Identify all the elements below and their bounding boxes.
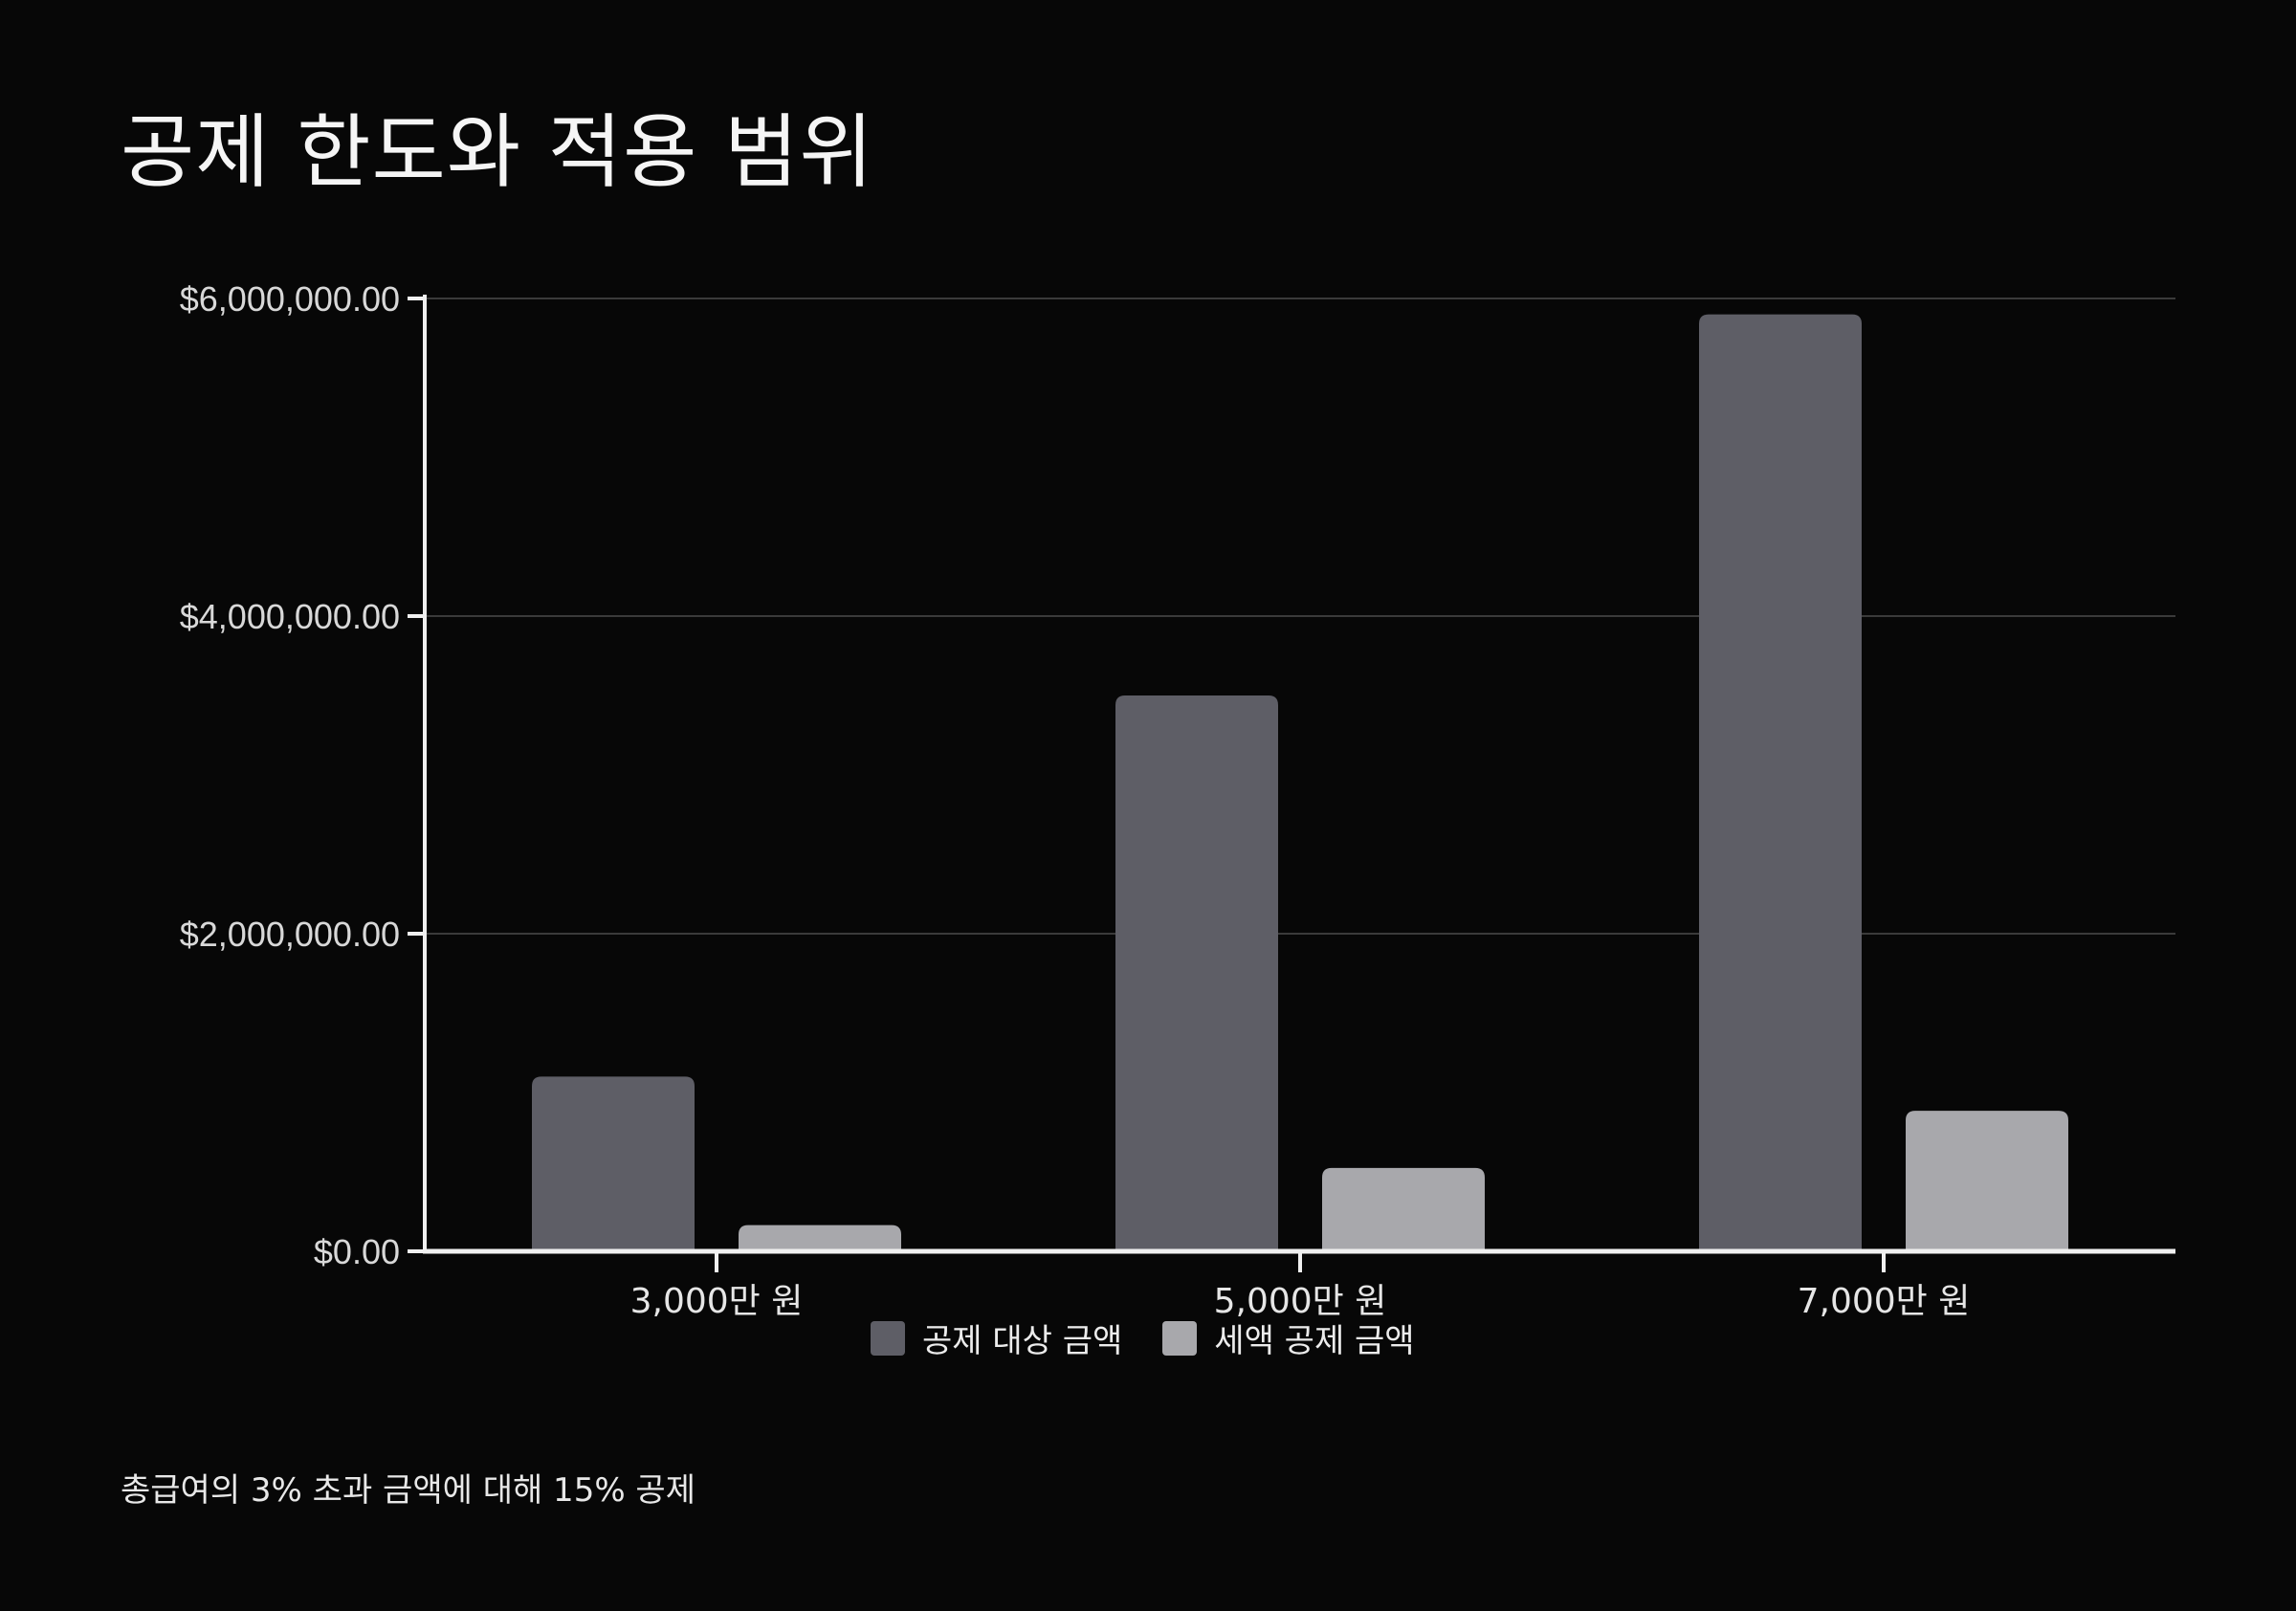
footnote: 총급여의 3% 초과 금액에 대해 15% 공제 — [121, 1471, 695, 1510]
legend-swatch-series-2 — [1162, 1320, 1198, 1356]
bar-series-1-3 — [1699, 314, 1862, 1252]
ytick-label-2: $4,000,000.00 — [180, 597, 400, 636]
legend-label-series-1: 공제 대상 금액 — [922, 1322, 1123, 1360]
legend-swatch-series-1 — [871, 1320, 905, 1356]
bar-series-2-2 — [1322, 1167, 1485, 1251]
axes — [408, 295, 2175, 1272]
bar-series-1-1 — [532, 1076, 695, 1251]
ytick-label-3: $6,000,000.00 — [180, 279, 400, 319]
bar-series-2-1 — [739, 1225, 901, 1251]
bar-series-1-2 — [1115, 695, 1278, 1251]
legend-label-series-2: 세액 공제 금액 — [1214, 1322, 1415, 1360]
chart-title: 공제 한도와 적용 범위 — [121, 105, 874, 199]
grid-lines — [425, 298, 2175, 935]
xtick-label-3: 7,000만 원 — [1798, 1282, 1971, 1321]
legend-item-series-2: 세액 공제 금액 — [1162, 1314, 1415, 1361]
legend: 공제 대상 금액 세액 공제 금액 — [871, 1314, 1415, 1361]
bars — [532, 314, 2068, 1252]
bar-series-2-3 — [1906, 1111, 2068, 1251]
ytick-label-1: $2,000,000.00 — [180, 915, 400, 954]
xtick-label-2: 5,000만 원 — [1214, 1282, 1387, 1321]
legend-item-series-1: 공제 대상 금액 — [871, 1314, 1122, 1361]
tick-labels: $0.00 $2,000,000.00 $4,000,000.00 $6,000,00… — [180, 279, 1971, 1321]
xtick-label-1: 3,000만 원 — [630, 1282, 804, 1321]
ytick-label-0: $0.00 — [314, 1232, 400, 1271]
